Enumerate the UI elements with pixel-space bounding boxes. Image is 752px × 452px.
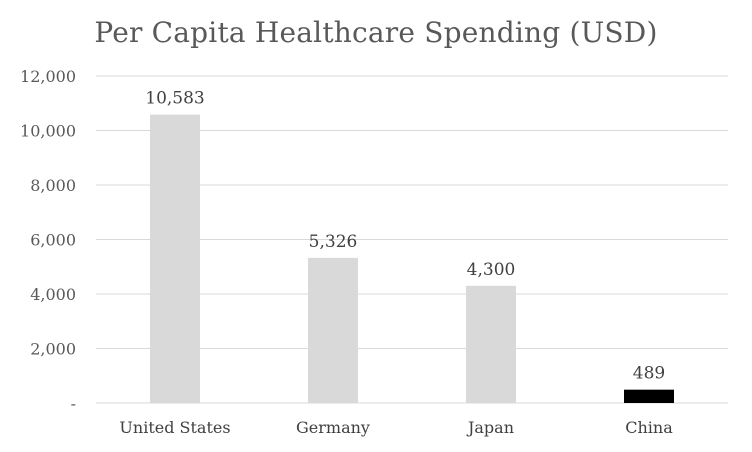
y-tick-label: -	[71, 394, 76, 413]
data-label: 10,583	[145, 89, 204, 109]
y-tick-label: 2,000	[30, 340, 76, 359]
x-tick-label: China	[625, 418, 673, 437]
data-label: 5,326	[309, 232, 358, 252]
y-tick-label: 10,000	[20, 122, 76, 141]
x-tick-label: Germany	[296, 418, 370, 437]
data-label: 489	[633, 364, 665, 384]
chart-title: Per Capita Healthcare Spending (USD)	[94, 16, 658, 49]
bar	[466, 285, 516, 403]
y-tick-label: 12,000	[20, 67, 76, 86]
y-tick-label: 6,000	[30, 231, 76, 250]
x-tick-label: United States	[119, 418, 230, 437]
y-tick-label: 8,000	[30, 176, 76, 195]
data-label: 4,300	[467, 260, 516, 280]
y-tick-label: 4,000	[30, 285, 76, 304]
bar	[624, 389, 674, 403]
x-tick-label: Japan	[466, 418, 514, 437]
bar	[150, 114, 200, 403]
bar	[308, 257, 358, 403]
